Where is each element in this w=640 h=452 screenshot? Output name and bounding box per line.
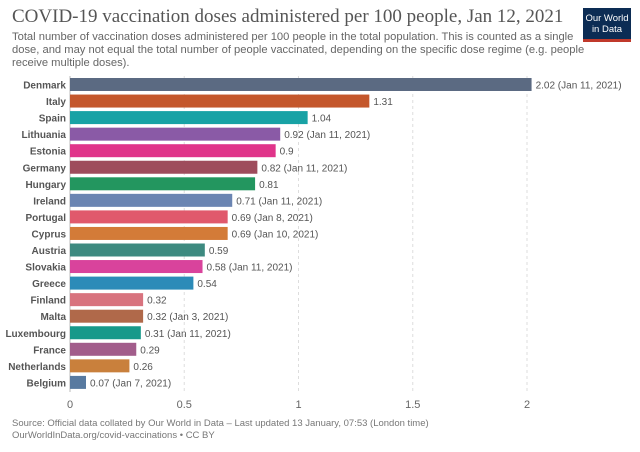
value-label: 0.71 (Jan 11, 2021) <box>236 196 322 207</box>
value-label: 0.07 (Jan 7, 2021) <box>90 378 171 389</box>
bar-ireland[interactable] <box>70 193 233 207</box>
bar-germany[interactable] <box>70 160 258 174</box>
value-label: 1.31 <box>373 97 393 108</box>
category-label: Malta <box>40 312 66 323</box>
chart-title: COVID-19 vaccination doses administered … <box>12 6 564 27</box>
x-tick-label: 2 <box>524 399 530 411</box>
bar-italy[interactable] <box>70 94 370 108</box>
value-label: 0.32 (Jan 3, 2021) <box>147 312 228 323</box>
footer: Source: Official data collated by Our Wo… <box>12 418 632 442</box>
x-axis-ticks: 0 0.5 1 1.5 2 <box>67 399 530 411</box>
category-labels: Denmark Italy Spain Lithuania Estonia Germany… <box>5 81 66 390</box>
x-tick-label: 0.5 <box>177 399 192 411</box>
category-label: Luxembourg <box>5 329 66 340</box>
bars <box>70 78 532 389</box>
logo-line-2: in Data <box>591 24 623 35</box>
value-label: 0.92 (Jan 11, 2021) <box>284 130 370 141</box>
value-label: 0.59 <box>209 246 229 257</box>
value-label: 0.81 <box>259 180 279 191</box>
value-label: 1.04 <box>312 114 332 125</box>
category-label: Estonia <box>30 147 67 158</box>
category-label: Slovakia <box>25 263 66 274</box>
bar-spain[interactable] <box>70 111 308 125</box>
value-label: 2.02 (Jan 11, 2021) <box>536 81 622 92</box>
x-tick-label: 1.5 <box>405 399 420 411</box>
owid-logo[interactable]: Our World in Data <box>583 8 631 42</box>
value-label: 0.54 <box>197 279 217 290</box>
category-label: Lithuania <box>22 130 67 141</box>
source-note: Source: Official data collated by Our Wo… <box>12 418 429 429</box>
category-label: France <box>33 345 66 356</box>
bar-greece[interactable] <box>70 276 194 290</box>
bar-estonia[interactable] <box>70 144 276 158</box>
value-label: 0.58 (Jan 11, 2021) <box>207 263 293 274</box>
category-label: Italy <box>46 97 66 108</box>
bar-finland[interactable] <box>70 293 144 307</box>
bar-slovakia[interactable] <box>70 260 203 274</box>
bar-hungary[interactable] <box>70 177 256 191</box>
value-labels: 2.02 (Jan 11, 2021) 1.31 1.04 0.92 (Jan 11,… <box>90 81 622 390</box>
chart-subtitle: Total number of vaccination doses admini… <box>12 31 585 69</box>
bar-portugal[interactable] <box>70 210 228 224</box>
bar-belgium[interactable] <box>70 375 86 389</box>
bar-luxembourg[interactable] <box>70 326 141 340</box>
bar-austria[interactable] <box>70 243 205 257</box>
value-label: 0.26 <box>133 362 153 373</box>
category-label: Ireland <box>33 196 66 207</box>
category-label: Greece <box>32 279 66 290</box>
category-label: Cyprus <box>32 229 67 240</box>
bar-chart: Denmark Italy Spain Lithuania Estonia Germany… <box>5 76 622 411</box>
value-label: 0.29 <box>140 345 160 356</box>
logo-line-1: Our World <box>585 13 629 24</box>
value-label: 0.31 (Jan 11, 2021) <box>145 329 231 340</box>
value-label: 0.9 <box>280 147 294 158</box>
x-tick-label: 1 <box>295 399 301 411</box>
bar-lithuania[interactable] <box>70 127 281 141</box>
bar-cyprus[interactable] <box>70 226 228 240</box>
category-label: Portugal <box>25 213 66 224</box>
bar-netherlands[interactable] <box>70 359 130 373</box>
category-label: Finland <box>30 296 66 307</box>
x-tick-label: 0 <box>67 399 73 411</box>
value-label: 0.69 (Jan 8, 2021) <box>232 213 313 224</box>
category-label: Denmark <box>23 81 66 92</box>
category-label: Netherlands <box>8 362 66 373</box>
category-label: Spain <box>39 114 66 125</box>
bar-denmark[interactable] <box>70 78 532 91</box>
value-label: 0.82 (Jan 11, 2021) <box>261 163 347 174</box>
value-label: 0.32 <box>147 296 167 307</box>
value-label: 0.69 (Jan 10, 2021) <box>232 229 319 240</box>
category-label: Austria <box>32 246 67 257</box>
category-label: Hungary <box>25 180 66 191</box>
bar-france[interactable] <box>70 342 137 356</box>
category-label: Germany <box>23 163 67 174</box>
bar-malta[interactable] <box>70 309 144 323</box>
credit-note: OurWorldInData.org/covid-vaccinations • … <box>12 430 215 441</box>
category-label: Belgium <box>27 378 67 389</box>
